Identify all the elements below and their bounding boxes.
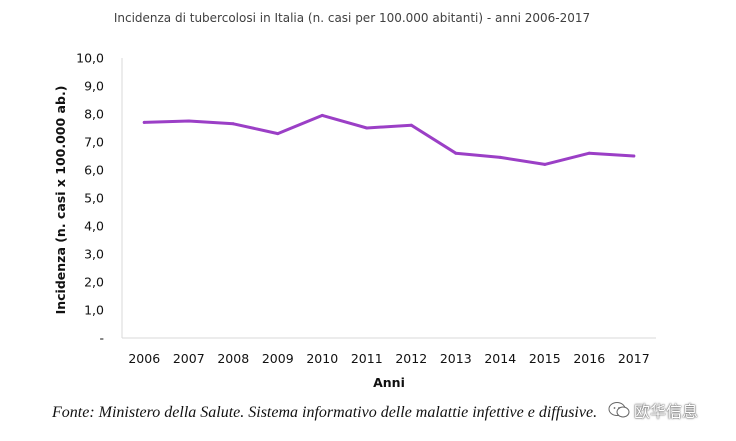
y-tick-label: 9,0 [84,79,104,94]
data-point [409,123,413,127]
y-tick-label: 6,0 [84,163,104,178]
y-tick-labels: - 1,0 2,0 3,0 4,0 5,0 6,0 7,0 8,0 9,0 10,0 [76,51,104,346]
data-point [231,122,235,126]
x-tick-label: 2015 [529,351,561,366]
x-tick-label: 2014 [484,351,516,366]
source-note: Fonte: Ministero della Salute. Sistema i… [52,404,598,421]
series-layer [142,113,636,166]
x-tick-label: 2006 [128,351,160,366]
y-tick-label: 3,0 [84,247,104,262]
data-point [454,151,458,155]
watermark: 欧华信息 [608,398,698,422]
chat-bubble-icon [608,402,630,418]
x-tick-label: 2012 [395,351,427,366]
data-point [632,154,636,158]
y-axis-title: Incidenza (n. casi x 100.000 ab.) [53,86,68,315]
y-tick-label: - [99,331,104,346]
x-axis-title: Anni [373,375,405,390]
data-point [365,126,369,130]
y-tick-label: 5,0 [84,191,104,206]
watermark-text: 欧华信息 [634,402,699,421]
y-tick-label: 7,0 [84,135,104,150]
x-tick-label: 2011 [351,351,383,366]
data-point [320,113,324,117]
data-point [142,120,146,124]
y-tick-label: 10,0 [76,51,104,66]
data-point [276,132,280,136]
x-tick-label: 2010 [306,351,338,366]
chart-title: Incidenza di tubercolosi in Italia (n. c… [114,11,590,25]
x-tick-label: 2007 [173,351,205,366]
y-tick-label: 1,0 [84,303,104,318]
data-point [498,155,502,159]
data-point [543,162,547,166]
y-tick-label: 2,0 [84,275,104,290]
x-tick-labels: 2006 2007 2008 2009 2010 2011 2012 2013 2014 2015… [128,351,649,366]
x-tick-label: 2017 [618,351,650,366]
y-tick-label: 8,0 [84,107,104,122]
data-point [187,119,191,123]
series-line [142,113,636,166]
x-tick-label: 2013 [440,351,472,366]
y-tick-label: 4,0 [84,219,104,234]
axes [121,58,656,339]
x-tick-label: 2008 [217,351,249,366]
x-tick-label: 2009 [262,351,294,366]
data-point [587,151,591,155]
x-tick-label: 2016 [573,351,605,366]
